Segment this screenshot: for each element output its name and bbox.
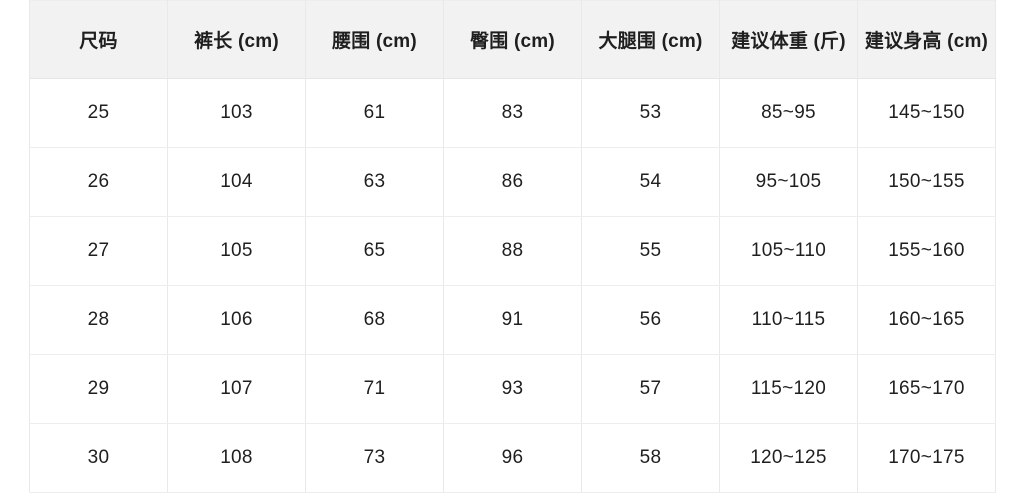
cell-hip: 93 [443,354,582,424]
cell-suggested-height: 150~155 [857,147,996,217]
cell-hip: 86 [443,147,582,217]
cell-pant-length: 103 [167,78,306,148]
table-header: 尺码 裤长 (cm) 腰围 (cm) 臀围 (cm) 大腿围 (cm) 建议体重… [29,0,996,79]
cell-suggested-weight: 105~110 [719,216,858,286]
cell-thigh: 53 [581,78,720,148]
cell-thigh: 56 [581,285,720,355]
table-header-row: 尺码 裤长 (cm) 腰围 (cm) 臀围 (cm) 大腿围 (cm) 建议体重… [29,0,996,79]
cell-waist: 71 [305,354,444,424]
table-row: 29 107 71 93 57 115~120 165~170 [29,354,996,424]
table-row: 30 108 73 96 58 120~125 170~175 [29,423,996,493]
cell-suggested-height: 170~175 [857,423,996,493]
column-header-hip: 臀围 (cm) [443,0,582,79]
table-row: 25 103 61 83 53 85~95 145~150 [29,78,996,148]
column-header-waist: 腰围 (cm) [305,0,444,79]
cell-thigh: 57 [581,354,720,424]
table-row: 26 104 63 86 54 95~105 150~155 [29,147,996,217]
cell-waist: 73 [305,423,444,493]
column-header-suggested-weight: 建议体重 (斤) [719,0,858,79]
column-header-suggested-height: 建议身高 (cm) [857,0,996,79]
cell-size: 27 [29,216,168,286]
cell-size: 29 [29,354,168,424]
cell-size: 26 [29,147,168,217]
size-chart-table: 尺码 裤长 (cm) 腰围 (cm) 臀围 (cm) 大腿围 (cm) 建议体重… [29,0,996,493]
cell-thigh: 58 [581,423,720,493]
cell-suggested-weight: 95~105 [719,147,858,217]
cell-hip: 96 [443,423,582,493]
cell-pant-length: 105 [167,216,306,286]
column-header-size: 尺码 [29,0,168,79]
cell-pant-length: 104 [167,147,306,217]
table-row: 28 106 68 91 56 110~115 160~165 [29,285,996,355]
cell-suggested-height: 160~165 [857,285,996,355]
cell-thigh: 54 [581,147,720,217]
cell-pant-length: 108 [167,423,306,493]
cell-size: 25 [29,78,168,148]
cell-waist: 61 [305,78,444,148]
cell-waist: 65 [305,216,444,286]
cell-size: 28 [29,285,168,355]
cell-thigh: 55 [581,216,720,286]
cell-suggested-weight: 85~95 [719,78,858,148]
table-row: 27 105 65 88 55 105~110 155~160 [29,216,996,286]
column-header-pant-length: 裤长 (cm) [167,0,306,79]
cell-suggested-weight: 120~125 [719,423,858,493]
cell-hip: 91 [443,285,582,355]
column-header-thigh: 大腿围 (cm) [581,0,720,79]
size-chart-container: 尺码 裤长 (cm) 腰围 (cm) 臀围 (cm) 大腿围 (cm) 建议体重… [29,0,996,493]
cell-waist: 63 [305,147,444,217]
cell-suggested-weight: 115~120 [719,354,858,424]
cell-suggested-height: 155~160 [857,216,996,286]
cell-pant-length: 107 [167,354,306,424]
cell-waist: 68 [305,285,444,355]
cell-suggested-weight: 110~115 [719,285,858,355]
table-body: 25 103 61 83 53 85~95 145~150 26 104 63 … [29,78,996,493]
cell-suggested-height: 145~150 [857,78,996,148]
cell-suggested-height: 165~170 [857,354,996,424]
cell-pant-length: 106 [167,285,306,355]
cell-hip: 88 [443,216,582,286]
cell-hip: 83 [443,78,582,148]
cell-size: 30 [29,423,168,493]
